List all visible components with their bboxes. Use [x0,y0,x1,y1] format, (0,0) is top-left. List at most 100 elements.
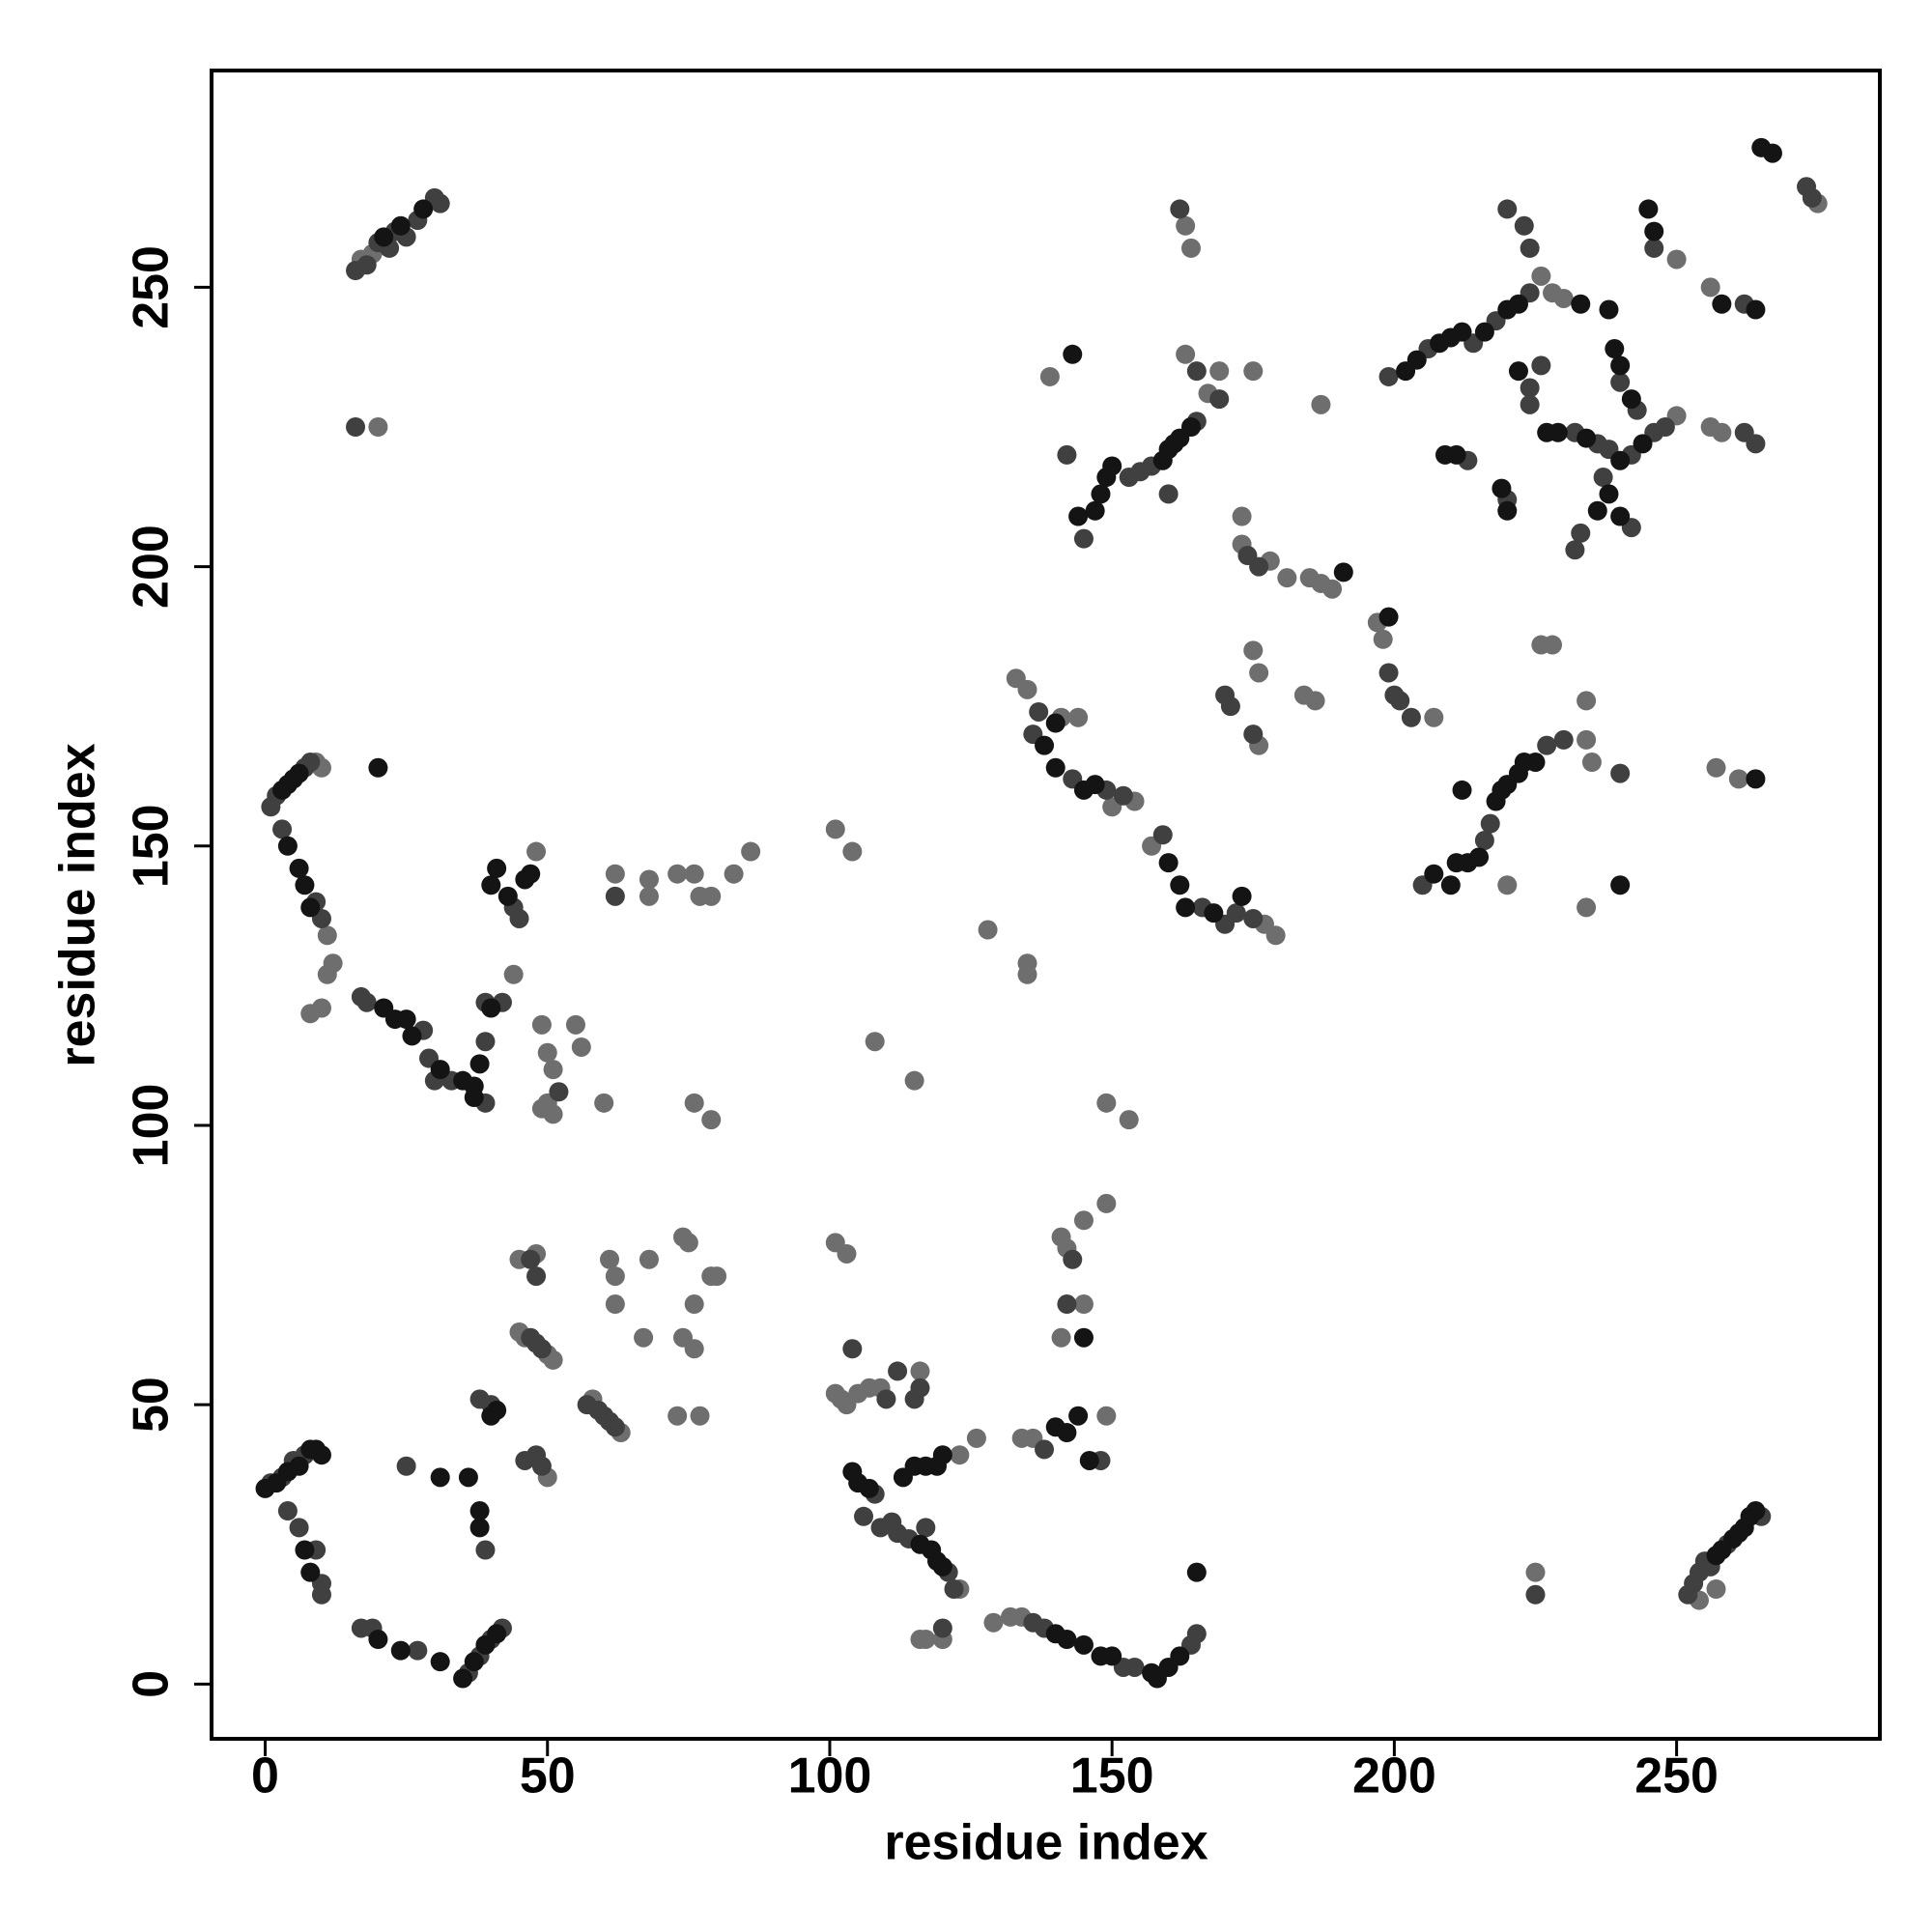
point [865,1032,885,1052]
point [594,1093,614,1113]
point [1051,1327,1071,1348]
point [531,1456,552,1476]
point [487,858,507,878]
point [1232,506,1252,526]
point [634,1327,654,1348]
point [1497,875,1518,895]
point [469,1518,490,1538]
point [289,1456,309,1476]
point [741,841,761,862]
point [289,1518,309,1538]
point [1531,266,1551,286]
point [1514,215,1534,236]
point [1638,199,1659,219]
point [1057,1630,1077,1650]
point [368,1630,388,1650]
point [1204,903,1224,923]
point [272,819,293,839]
point [526,1266,547,1287]
point [1017,679,1037,699]
point [413,199,434,219]
point [531,1339,552,1359]
point [317,964,337,984]
point [842,1339,863,1359]
point [1186,361,1207,382]
point [1571,294,1591,314]
point [396,1456,416,1476]
point [1102,456,1122,476]
point [537,1042,557,1063]
point [639,1249,659,1269]
point [1378,607,1399,627]
point [1599,484,1619,504]
point [684,1093,704,1113]
point [983,1612,1004,1633]
point [724,864,744,884]
point [1531,355,1551,376]
point [1577,691,1597,711]
point [1057,1423,1077,1443]
point [1158,853,1179,873]
point [1068,506,1089,526]
x-tick-label: 250 [1634,1748,1719,1804]
point [1243,908,1264,928]
point [1073,1294,1094,1315]
point [289,858,309,878]
point [390,1640,411,1661]
point [1480,813,1500,834]
point [317,925,337,946]
point [1232,886,1252,906]
point [311,998,331,1018]
point [1390,691,1410,711]
point [1063,1249,1083,1269]
point [837,1243,857,1264]
point [673,1227,694,1247]
point [1565,540,1585,560]
point [842,841,863,862]
point [356,255,377,275]
point [1096,1193,1117,1213]
point [1158,484,1179,504]
point [1712,422,1732,442]
point [1378,663,1399,683]
point [1469,847,1490,867]
point [707,1266,727,1287]
point [1644,221,1664,242]
point [668,864,688,884]
point [1220,696,1240,717]
point [1170,875,1190,895]
point [1610,506,1631,526]
point [1610,355,1631,376]
point [402,1026,422,1046]
point [1068,707,1089,727]
point [1746,434,1766,454]
point [1525,1584,1546,1605]
point [295,1540,315,1560]
point [1176,897,1196,918]
point [1176,344,1196,364]
point [1593,468,1613,488]
point [464,1652,484,1672]
point [346,416,366,437]
point [605,1294,625,1315]
point [1746,1501,1766,1521]
y-tick-label: 200 [124,525,180,609]
point [543,1104,563,1124]
point [1063,344,1083,364]
point [1170,1646,1190,1666]
point [1728,769,1748,789]
plot-frame [210,69,1882,1741]
point [543,1060,563,1080]
point [859,1478,879,1498]
point [1045,757,1065,778]
point [916,1518,936,1538]
point [571,1037,591,1057]
point [910,1378,930,1398]
point [1180,238,1201,258]
point [430,1060,450,1080]
x-tick-label: 100 [788,1748,872,1804]
point [1243,361,1264,382]
point [1577,428,1597,448]
point [701,1110,722,1130]
point [1096,1093,1117,1113]
